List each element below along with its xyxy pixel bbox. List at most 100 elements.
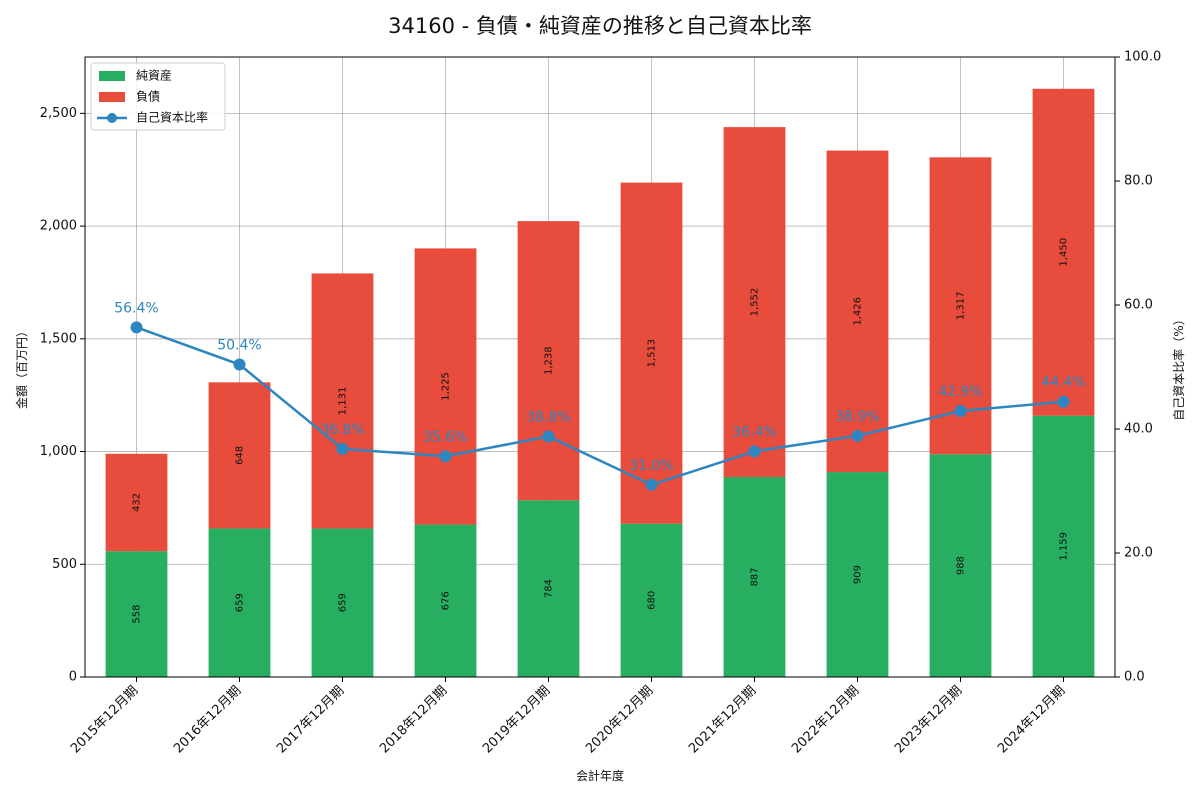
ratio-label: 42.9% (938, 384, 982, 400)
ratio-point (851, 429, 864, 442)
ratio-point (439, 450, 452, 463)
plot-border (84, 56, 1116, 678)
y2-tick-label: 40.0 (1124, 422, 1153, 437)
bar-liabilities (1032, 88, 1095, 416)
bar-liabilities (620, 182, 683, 524)
y2-tick-label: 20.0 (1124, 546, 1153, 561)
x-axis-title: 会計年度 (576, 768, 624, 783)
bar-label-liabilities: 1,225 (441, 372, 452, 401)
ratio-point (336, 442, 349, 455)
y2-tick-label: 60.0 (1124, 298, 1153, 313)
bar-net-assets (517, 500, 580, 677)
y-tick-label: 1,000 (40, 444, 77, 459)
bar-net-assets (929, 454, 992, 677)
y2-axis-title: 自己資本比率（%） (1171, 313, 1186, 420)
ratio-label: 31.0% (629, 458, 673, 474)
ratio-point (748, 445, 761, 458)
bar-liabilities (311, 273, 374, 529)
axes: 0 500 1,000 1,500 2,000 2,500 0.0 20.0 40.0 60.0 8… (14, 50, 1186, 784)
y-tick-label: 500 (52, 557, 77, 572)
x-tick-label: 2020年12月期 (583, 683, 656, 756)
data-labels: 558 432 659 648 659 1,131 676 1,225 784 1,238 680 1… (114, 238, 1085, 624)
bar-label-net-assets: 784 (544, 579, 555, 598)
ratio-label: 56.4% (114, 300, 158, 316)
ratio-label: 36.4% (732, 424, 776, 440)
bar-label-liabilities: 648 (235, 446, 246, 465)
x-tick-label: 2022年12月期 (789, 683, 862, 756)
ratio-point (645, 478, 658, 491)
bar-net-assets (723, 477, 786, 677)
bars (105, 88, 1095, 677)
legend-label-liabilities: 負債 (136, 89, 160, 104)
x-tick-label: 2017年12月期 (274, 683, 347, 756)
bar-label-liabilities: 1,426 (853, 297, 864, 326)
bar-net-assets (414, 524, 477, 677)
ratio-label: 44.4% (1041, 375, 1085, 391)
y2-tick-label: 80.0 (1124, 174, 1153, 189)
bar-label-net-assets: 909 (853, 565, 864, 584)
y2-tick-label: 0.0 (1124, 670, 1145, 685)
bar-label-liabilities: 1,317 (956, 291, 967, 320)
bar-net-assets (105, 551, 168, 677)
bar-net-assets (620, 523, 683, 677)
y-axis-title: 金額（百万円） (14, 325, 29, 409)
bar-label-liabilities: 432 (132, 493, 143, 512)
bar-label-net-assets: 659 (235, 593, 246, 612)
y2-tick-label: 100.0 (1124, 50, 1161, 65)
bar-net-assets (826, 472, 889, 677)
bar-label-liabilities: 1,552 (750, 288, 761, 317)
x-tick-label: 2015年12月期 (68, 683, 141, 756)
bar-liabilities (208, 382, 271, 529)
x-tick-label: 2018年12月期 (377, 683, 450, 756)
ratio-point (130, 321, 143, 334)
ratio-polyline (136, 326, 1064, 487)
bar-net-assets (311, 528, 374, 677)
bar-label-net-assets: 988 (956, 556, 967, 575)
bar-label-liabilities: 1,238 (544, 346, 555, 375)
bar-label-net-assets: 659 (338, 593, 349, 612)
ratio-point (233, 358, 246, 371)
ratio-point (954, 405, 967, 418)
legend-label-net-assets: 純資産 (136, 68, 172, 83)
bar-liabilities (723, 127, 786, 478)
ratio-label: 36.8% (320, 422, 364, 438)
ratio-point (542, 430, 555, 443)
x-tick-label: 2016年12月期 (171, 683, 244, 756)
bar-liabilities (517, 221, 580, 501)
y-tick-label: 0 (69, 670, 77, 685)
bar-liabilities (414, 248, 477, 525)
x-tick-label: 2019年12月期 (480, 683, 553, 756)
ratio-label: 50.4% (217, 338, 261, 354)
bar-label-liabilities: 1,450 (1059, 238, 1070, 267)
ratio-label: 38.9% (835, 409, 879, 425)
ratio-label: 38.8% (526, 409, 570, 425)
x-tick-label: 2021年12月期 (686, 683, 759, 756)
legend-label-ratio: 自己資本比率 (136, 110, 208, 125)
bar-liabilities (929, 157, 992, 455)
bar-label-net-assets: 1,159 (1059, 532, 1070, 561)
bar-label-net-assets: 558 (132, 605, 143, 624)
legend-swatch-liabilities (99, 92, 125, 102)
legend-swatch-net-assets (99, 71, 125, 81)
y-tick-label: 2,500 (40, 106, 77, 121)
bar-label-net-assets: 680 (647, 591, 658, 610)
ratio-label: 35.6% (423, 429, 467, 445)
bar-label-liabilities: 1,513 (647, 339, 658, 368)
x-tick-label: 2024年12月期 (995, 683, 1068, 756)
bar-label-liabilities: 1,131 (338, 387, 349, 416)
bar-net-assets (208, 528, 271, 677)
y-tick-label: 2,000 (40, 219, 77, 234)
bar-net-assets (1032, 415, 1095, 677)
ratio-line (130, 321, 1070, 491)
y-tick-label: 1,500 (40, 331, 77, 346)
bar-label-net-assets: 887 (750, 567, 761, 586)
x-tick-label: 2023年12月期 (892, 683, 965, 756)
bar-liabilities (826, 150, 889, 473)
bar-liabilities (105, 453, 168, 552)
plot-frame (84, 56, 1116, 678)
bar-label-net-assets: 676 (441, 591, 452, 610)
ratio-point (1057, 395, 1070, 408)
chart-title: 34160 - 負債・純資産の推移と自己資本比率 (388, 14, 812, 38)
